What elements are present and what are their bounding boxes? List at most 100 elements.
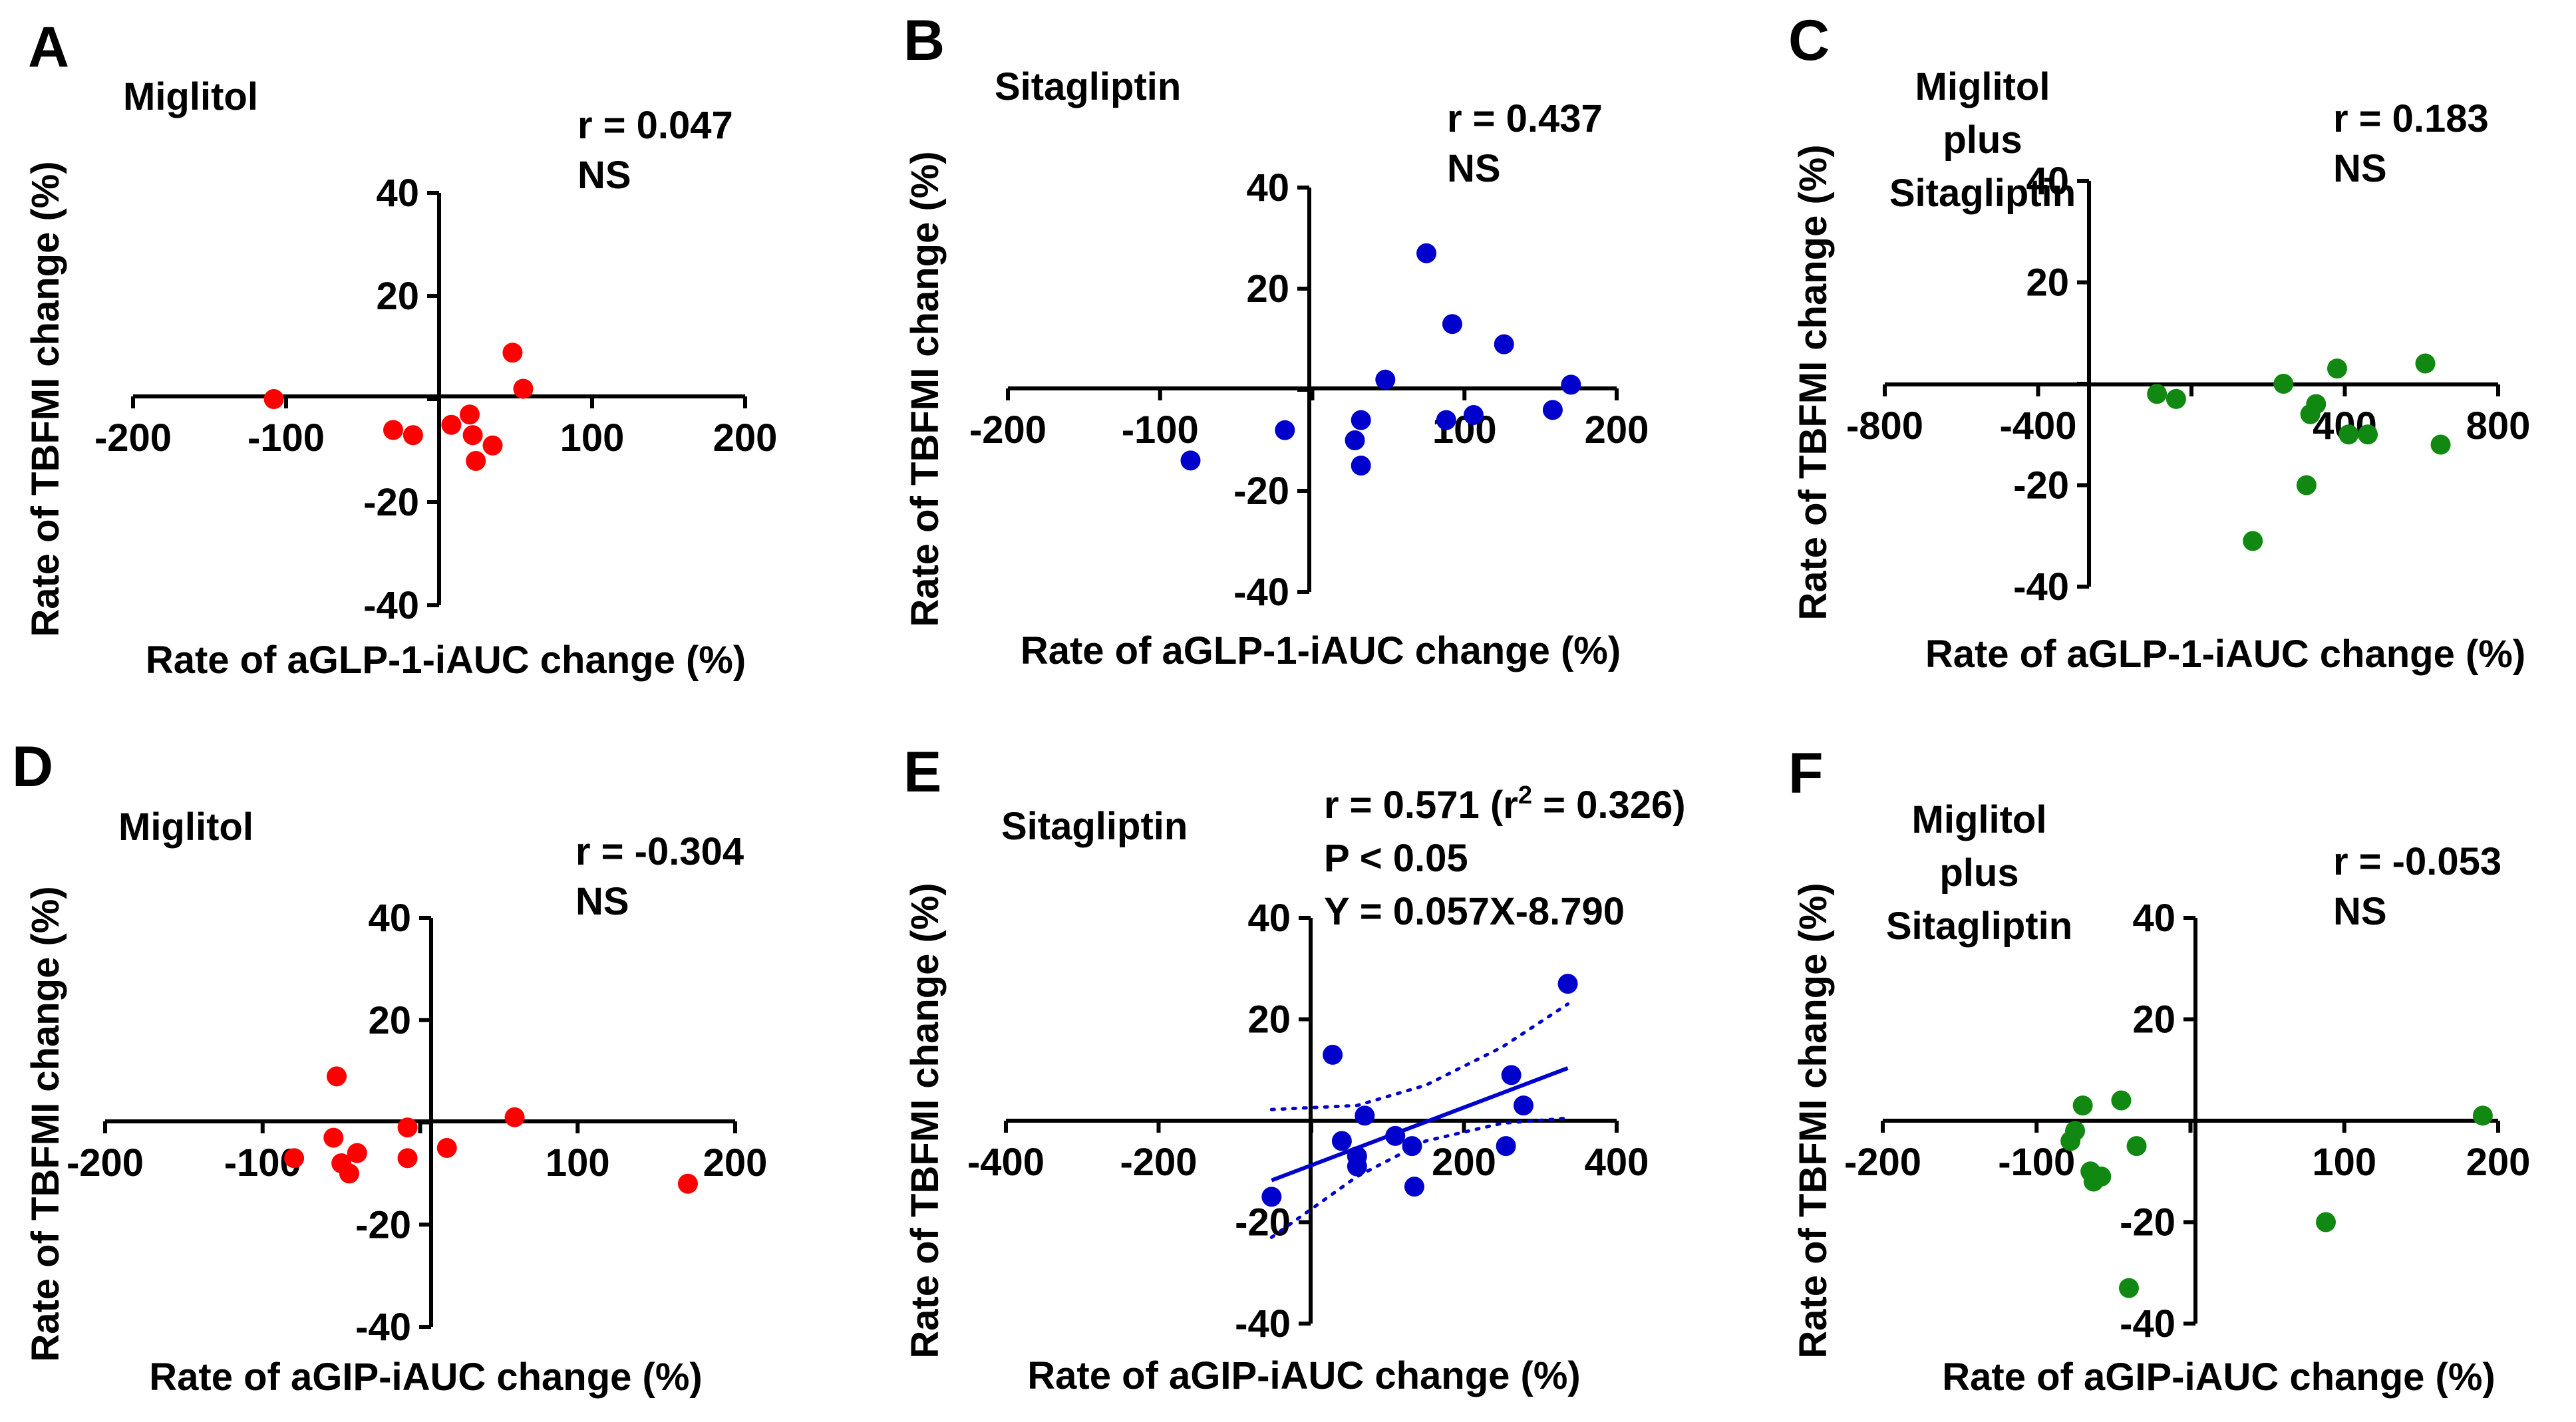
data-point [1542,400,1563,420]
data-point [2430,434,2451,455]
panel-f: F Miglitol plus Sitagliptin r = -0.053 NS -200… [1788,742,2530,1399]
panel-title: plus [1943,118,2022,162]
data-point [263,389,284,409]
data-point [1355,1105,1375,1126]
x-tick-label: 100 [560,416,625,460]
x-tick-label: 800 [2466,404,2531,448]
data-point [2327,358,2347,379]
stat-r: r = 0.047 [577,104,733,147]
x-tick-label: -400 [1999,404,2076,448]
x-tick-label: 200 [713,416,778,460]
data-point [2472,1105,2493,1126]
x-tick-label: 100 [2312,1141,2376,1184]
x-tick-label: 200 [1585,408,1649,452]
y-tick-label: -20 [1235,1201,1291,1244]
y-tick-label: 40 [368,897,411,940]
y-tick-label: 20 [2132,998,2175,1042]
x-tick-label: -200 [94,416,172,460]
data-point [339,1163,359,1184]
y-axis-label: Rate of TBFMI change (%) [1792,883,1835,1358]
data-point [1404,1177,1424,1197]
x-tick-label: 200 [2466,1141,2531,1184]
y-tick-label: 20 [1246,267,1289,311]
panel-title: Sitagliptin [1889,172,2076,215]
data-point [1323,1044,1343,1065]
panel-letter: B [903,9,945,72]
stat-r: r = 0.437 [1447,97,1603,140]
data-point [2243,531,2263,551]
ci-upper-band [1269,1002,1570,1111]
stat-significance: NS [577,154,631,197]
panel-title: Sitagliptin [995,65,1181,108]
x-axis-label: Rate of aGLP-1-iAUC change (%) [1021,629,1621,672]
y-tick-label: -40 [1233,571,1289,614]
data-point [1347,1156,1367,1177]
data-point [482,435,503,456]
y-tick-label: -40 [363,584,419,627]
y-axis-label: Rate of TBFMI change (%) [24,886,67,1361]
data-point [1494,334,1514,355]
data-point [436,1137,457,1158]
panel-letter: D [12,735,53,799]
stat-r: r = -0.304 [575,830,744,873]
data-point [504,1107,525,1127]
data-point [2166,388,2186,409]
x-tick-label: -100 [1998,1141,2075,1184]
data-point [2338,424,2359,445]
y-axis-label: Rate of TBFMI change (%) [903,883,947,1358]
y-tick-label: 40 [2026,160,2069,203]
panel-letter: E [903,740,941,804]
data-point [1416,243,1437,263]
stat-significance: NS [2333,890,2387,933]
data-point [502,343,523,363]
data-point [1351,410,1371,430]
x-tick-label: -100 [247,416,325,460]
x-tick-label: -200 [67,1141,144,1185]
data-point [2415,353,2436,374]
data-point [1261,1187,1282,1207]
data-point [1496,1136,1516,1157]
data-point [462,425,483,446]
y-tick-label: 20 [1247,998,1291,1042]
y-tick-label: 40 [2132,897,2175,940]
y-tick-label: 40 [1247,897,1291,940]
data-point [2316,1212,2336,1232]
data-point [2111,1090,2132,1111]
y-tick-label: -40 [1235,1302,1291,1346]
data-point [1180,450,1201,471]
x-axis-label: Rate of aGIP-iAUC change (%) [1942,1355,2495,1399]
data-point [1436,410,1456,430]
data-point [2119,1278,2139,1298]
panel-c: C Miglitol plus Sitagliptin r = 0.183 NS -800 -… [1788,9,2530,676]
data-point [2147,384,2168,404]
panel-letter: F [1788,742,1824,805]
ci-lower-band [1269,1116,1570,1239]
y-tick-label: -20 [2013,464,2069,507]
data-point [1557,974,1578,994]
x-tick-label: 400 [1585,1141,1649,1184]
y-tick-label: 20 [2026,261,2069,305]
data-point [397,1117,418,1138]
y-tick-label: -20 [355,1203,411,1246]
x-axis-label: Rate of aGIP-iAUC change (%) [1027,1354,1580,1397]
panel-title: Miglitol [1915,65,2050,108]
data-point [1331,1131,1352,1151]
stat-r: r = 0.571 (r2 = 0.326) [1324,782,1686,827]
data-point [1351,456,1371,476]
stat-equation: Y = 0.057X-8.790 [1324,890,1625,933]
data-point [677,1173,698,1194]
x-axis-label: Rate of aGLP-1-iAUC change (%) [146,639,746,682]
data-point [2358,424,2378,445]
panel-title: Sitagliptin [1886,905,2072,948]
panel-title: Miglitol [1912,798,2047,841]
data-point [2306,394,2327,414]
data-point [1501,1065,1522,1085]
panel-a: A Miglitol r = 0.047 NS -200 -100 100 200 -40 -20… [24,15,777,682]
x-tick-label: -400 [967,1141,1045,1184]
data-point [323,1127,344,1148]
data-point [1561,374,1581,395]
x-tick-label: 100 [546,1141,610,1185]
